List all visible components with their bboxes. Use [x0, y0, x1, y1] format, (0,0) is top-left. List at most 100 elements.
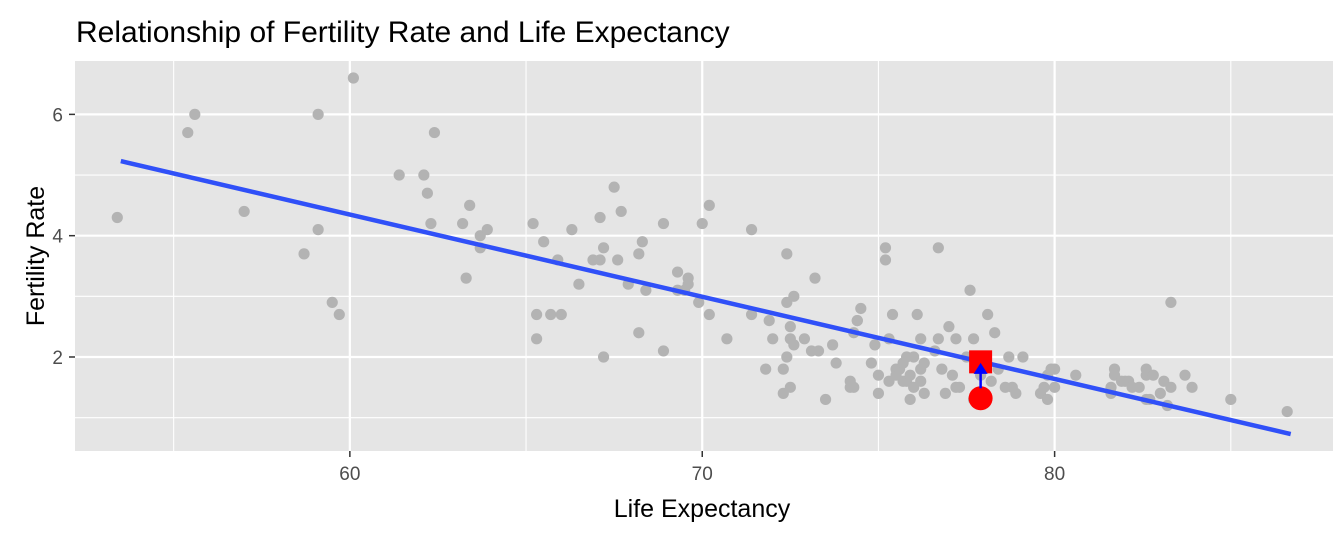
data-point	[657, 345, 670, 357]
data-point	[1165, 296, 1177, 308]
data-point	[111, 211, 123, 224]
data-point	[594, 254, 606, 266]
data-point	[760, 363, 772, 375]
data-point	[682, 278, 694, 290]
data-point	[851, 314, 863, 327]
data-point	[1049, 363, 1061, 375]
x-tick-label: 80	[1044, 464, 1065, 485]
data-point	[615, 205, 627, 218]
trend-line	[120, 158, 1292, 437]
data-point	[812, 345, 825, 357]
data-point	[189, 108, 201, 120]
data-point	[1281, 405, 1293, 418]
data-point	[1038, 381, 1050, 393]
data-point	[594, 211, 606, 224]
data-point	[1186, 381, 1198, 393]
data-point	[950, 333, 962, 345]
y-axis: 2 4 6	[52, 105, 75, 369]
data-point	[781, 248, 793, 260]
data-point	[879, 254, 892, 266]
highlight-layer	[968, 350, 993, 411]
data-point	[932, 242, 944, 254]
data-point	[703, 199, 715, 211]
data-point	[943, 321, 955, 333]
x-axis: 60 70 80	[339, 451, 1065, 485]
data-point	[879, 242, 892, 254]
y-axis-title: Fertility Rate	[22, 186, 50, 326]
data-point	[636, 236, 648, 248]
data-point	[1225, 393, 1237, 406]
data-point	[531, 333, 543, 345]
data-point	[612, 254, 624, 266]
data-point	[985, 375, 997, 387]
data-point	[1154, 387, 1166, 399]
data-point	[1179, 369, 1191, 381]
data-point	[555, 308, 567, 321]
data-point	[946, 369, 959, 381]
x-axis-title: Life Expectancy	[614, 495, 791, 523]
data-point	[982, 308, 994, 321]
data-point	[819, 393, 832, 406]
data-point	[798, 333, 811, 345]
data-point	[872, 369, 885, 381]
y-tick-label: 6	[52, 105, 63, 126]
data-point	[425, 217, 437, 230]
data-point	[781, 351, 793, 363]
data-point	[848, 381, 860, 393]
y-tick-label: 2	[52, 348, 63, 369]
data-point	[1070, 369, 1082, 381]
data-point	[545, 308, 557, 321]
data-point	[904, 393, 916, 406]
data-point	[326, 296, 338, 308]
data-point	[418, 169, 430, 181]
data-point	[608, 181, 620, 193]
residual-arrow-head	[973, 362, 988, 374]
data-point	[464, 199, 476, 211]
data-point	[763, 314, 775, 327]
data-point	[671, 266, 684, 278]
data-point	[312, 108, 324, 120]
data-point	[298, 248, 310, 260]
data-point	[182, 126, 194, 139]
data-point	[827, 339, 839, 351]
data-point	[347, 72, 359, 84]
data-point	[703, 308, 715, 321]
data-point	[964, 284, 976, 296]
data-point	[1041, 393, 1054, 406]
data-point	[872, 387, 885, 399]
data-point	[908, 351, 920, 363]
x-tick-label: 70	[692, 464, 713, 485]
data-point	[788, 339, 800, 351]
data-point	[915, 375, 927, 387]
data-point	[527, 217, 539, 230]
data-point	[1147, 369, 1159, 381]
data-point	[457, 217, 469, 230]
data-point	[918, 357, 930, 369]
data-point	[784, 321, 796, 333]
data-point	[538, 236, 550, 248]
data-point	[932, 333, 944, 345]
data-point	[904, 369, 916, 381]
data-point	[633, 248, 645, 260]
chart-title: Relationship of Fertility Rate and Life …	[76, 16, 730, 49]
data-point	[911, 308, 923, 321]
data-point	[967, 333, 980, 345]
data-point	[1049, 381, 1061, 393]
data-point	[428, 126, 441, 139]
data-point	[1010, 387, 1022, 399]
y-tick-label: 4	[52, 227, 63, 248]
data-point	[633, 327, 645, 339]
data-point	[657, 217, 670, 230]
data-point	[1003, 351, 1015, 363]
data-point	[936, 363, 948, 375]
data-point	[238, 205, 250, 218]
x-tick-label: 60	[339, 464, 360, 485]
data-point	[953, 381, 966, 393]
data-point	[531, 308, 543, 321]
data-point	[784, 381, 796, 393]
data-point	[693, 296, 705, 308]
data-point	[1165, 381, 1177, 393]
data-point	[481, 224, 493, 236]
data-point	[573, 278, 585, 290]
